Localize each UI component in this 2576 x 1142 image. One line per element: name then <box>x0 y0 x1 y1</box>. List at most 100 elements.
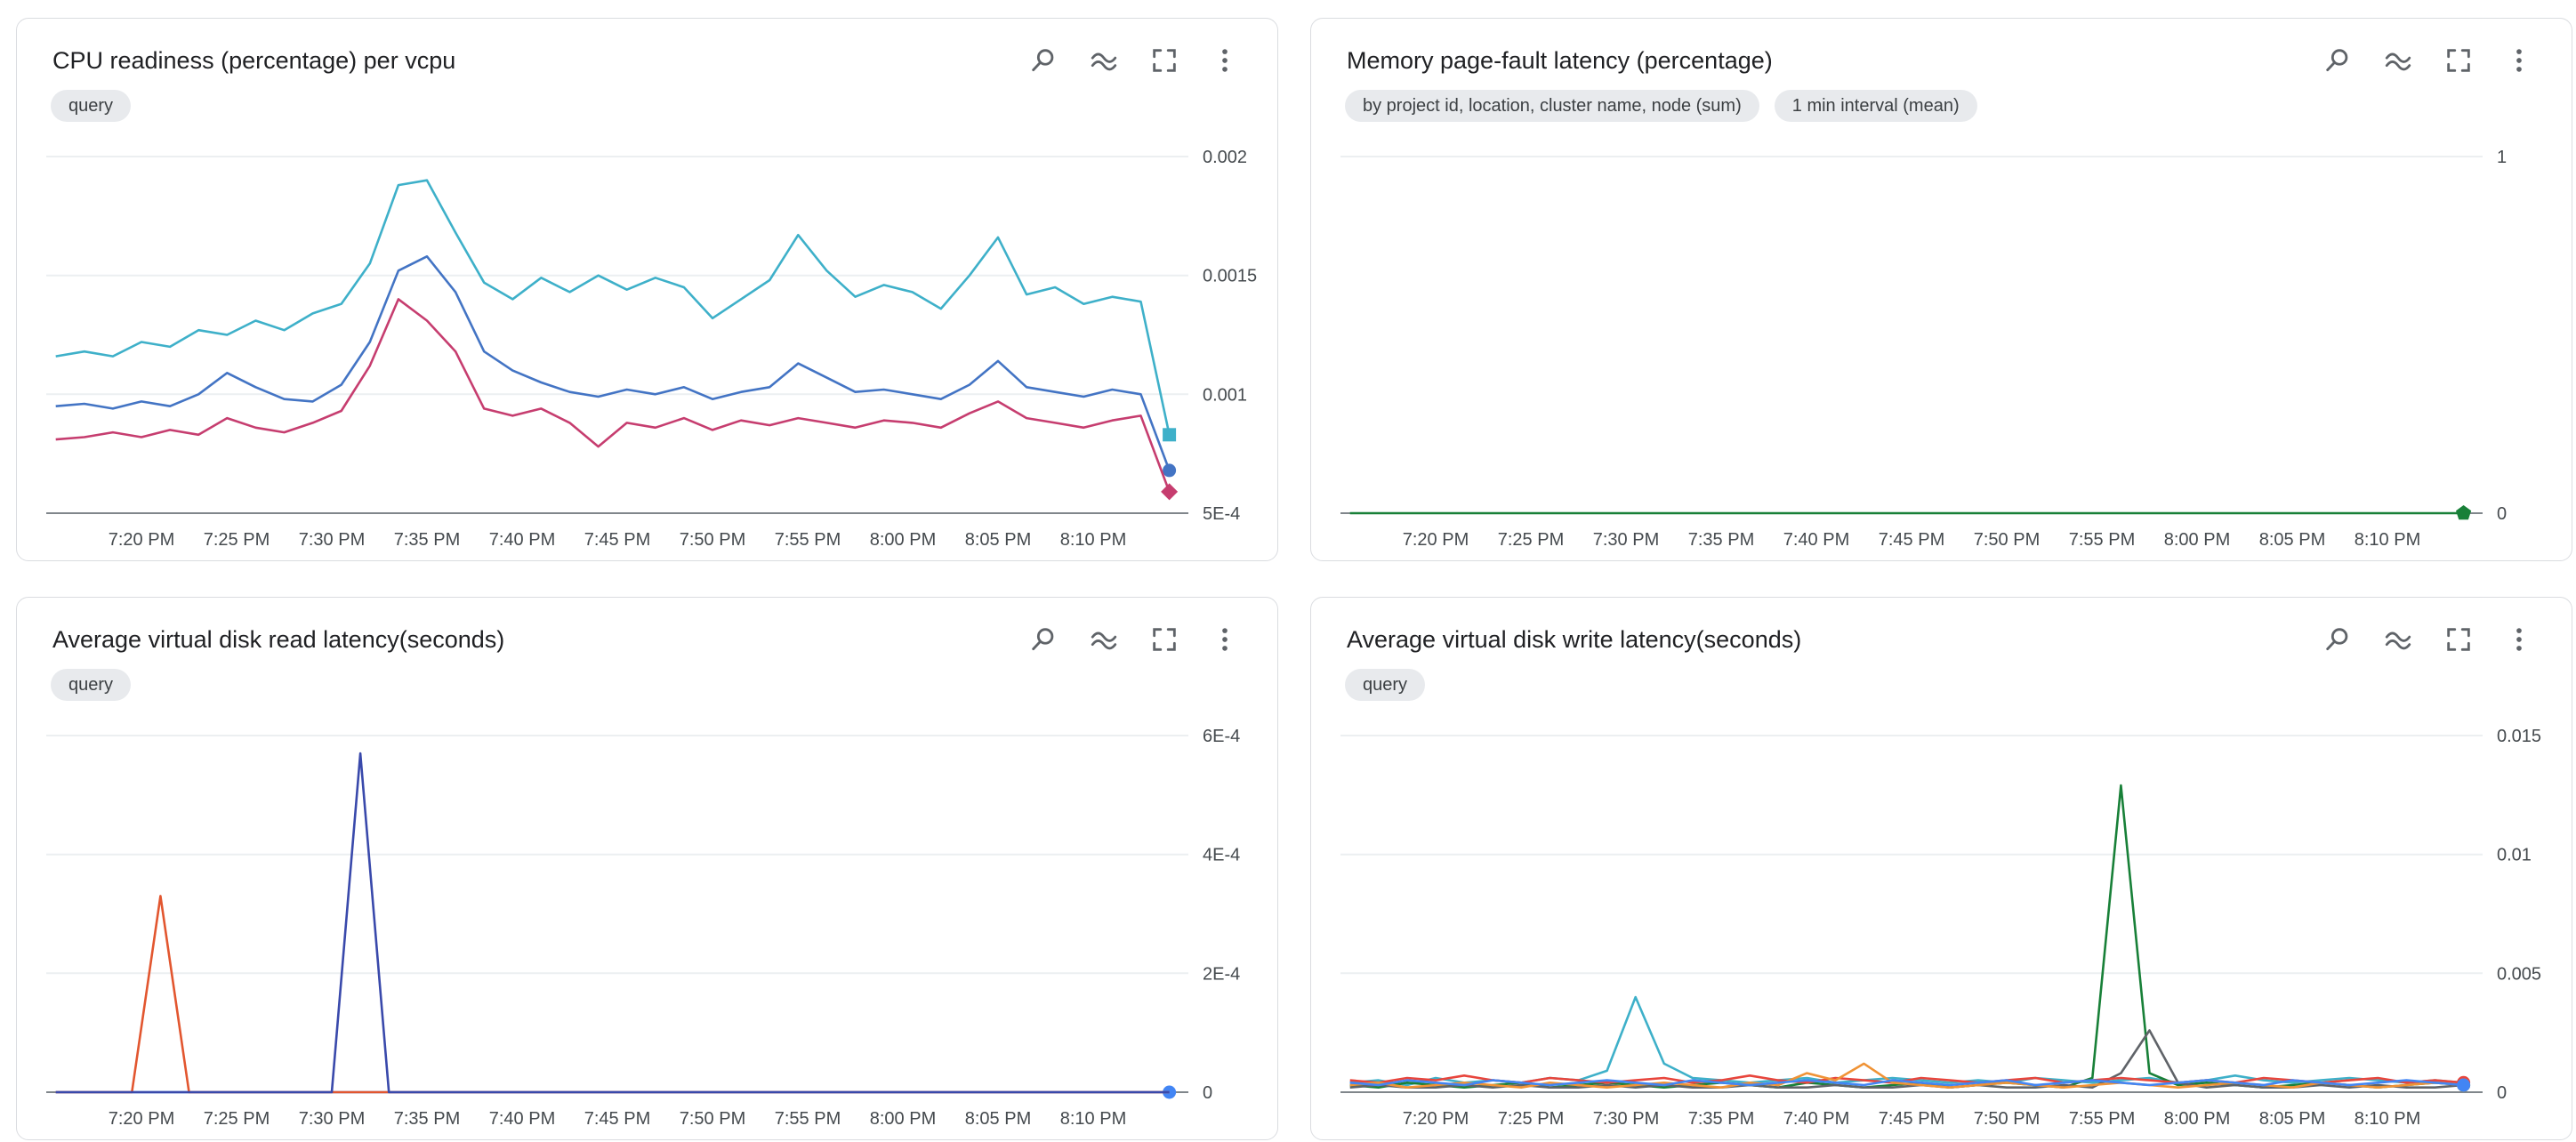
x-tick-label: 7:40 PM <box>1783 1109 1849 1129</box>
query-chip[interactable]: query <box>1345 669 1426 701</box>
fullscreen-icon[interactable] <box>2442 44 2475 77</box>
more-options-icon[interactable] <box>1208 623 1242 656</box>
query-magnifier-icon[interactable] <box>1026 623 1060 656</box>
chart-title: Average virtual disk read latency(second… <box>52 626 505 653</box>
y-tick-label: 0.0015 <box>1203 267 1257 286</box>
chip-row: query <box>1311 656 2572 701</box>
chart-options-waves-icon[interactable] <box>2381 44 2415 77</box>
interval-chip[interactable]: 1 min interval (mean) <box>1774 90 1977 122</box>
x-tick-label: 8:00 PM <box>2164 530 2230 550</box>
groupby-chip[interactable]: by project id, location, cluster name, n… <box>1345 90 1759 122</box>
x-tick-label: 7:35 PM <box>1688 1109 1754 1129</box>
y-tick-label: 1 <box>2497 148 2507 167</box>
x-tick-label: 7:30 PM <box>1593 530 1659 550</box>
x-tick-label: 7:50 PM <box>1974 1109 2040 1129</box>
x-tick-label: 7:25 PM <box>1498 1109 1564 1129</box>
y-tick-label: 2E-4 <box>1203 964 1240 984</box>
x-tick-label: 8:05 PM <box>965 1109 1031 1129</box>
fullscreen-icon[interactable] <box>1147 623 1181 656</box>
disk-read-latency-line-chart[interactable]: 6E-4 4E-4 2E-4 0 7:20 PM 7:25 PM 7:30 PM 7:35 P… <box>17 713 1279 1142</box>
series-line <box>1349 784 2464 1090</box>
query-magnifier-icon[interactable] <box>2321 44 2355 77</box>
chart-title: Average virtual disk write latency(secon… <box>1347 626 1802 653</box>
x-tick-label: 7:35 PM <box>394 1109 460 1129</box>
series-line <box>55 895 1170 1094</box>
series-line <box>1349 1079 2464 1087</box>
series-line <box>55 298 1171 493</box>
series-line <box>55 752 1170 1094</box>
chart-card-disk-write-latency: Average virtual disk write latency(secon… <box>1310 597 2572 1140</box>
x-tick-label: 8:00 PM <box>2164 1109 2230 1129</box>
x-tick-label: 7:25 PM <box>204 530 270 550</box>
query-magnifier-icon[interactable] <box>2321 623 2355 656</box>
chip-row: query <box>17 77 1277 122</box>
x-tick-label: 7:25 PM <box>1498 530 1564 550</box>
y-tick-label: 0.01 <box>2497 846 2532 865</box>
chip-row: query <box>17 656 1277 701</box>
x-tick-label: 8:05 PM <box>965 530 1031 550</box>
query-chip[interactable]: query <box>51 90 132 122</box>
disk-write-latency-line-chart[interactable]: 0.015 0.01 0.005 0 7:20 PM 7:25 PM 7:30 PM 7:35… <box>1311 713 2573 1142</box>
x-tick-label: 8:10 PM <box>1060 530 1126 550</box>
chart-toolbar <box>1026 44 1242 77</box>
more-options-icon[interactable] <box>2502 44 2536 77</box>
fullscreen-icon[interactable] <box>2442 623 2475 656</box>
memory-page-fault-line-chart[interactable]: 1 0 7:20 PM 7:25 PM 7:30 PM 7:35 PM 7:40 PM 7:4… <box>1311 134 2573 563</box>
chart-options-waves-icon[interactable] <box>1087 44 1121 77</box>
more-options-icon[interactable] <box>1208 44 1242 77</box>
x-tick-label: 7:20 PM <box>109 1109 174 1129</box>
series-line <box>1349 1029 2464 1090</box>
chart-title: CPU readiness (percentage) per vcpu <box>52 47 456 74</box>
query-chip[interactable]: query <box>51 669 132 701</box>
chart-area: 6E-4 4E-4 2E-4 0 7:20 PM 7:25 PM 7:30 PM 7:35 P… <box>17 713 1279 1142</box>
chip-row: by project id, location, cluster name, n… <box>1311 77 2572 122</box>
chart-toolbar <box>2321 44 2536 77</box>
y-tick-label: 0.005 <box>2497 964 2541 984</box>
y-tick-label: 0.015 <box>2497 727 2541 746</box>
card-header: Average virtual disk read latency(second… <box>17 598 1277 656</box>
x-tick-label: 7:20 PM <box>1403 530 1469 550</box>
more-options-icon[interactable] <box>2502 623 2536 656</box>
card-header: Memory page-fault latency (percentage) <box>1311 19 2572 77</box>
cpu-readiness-line-chart[interactable]: 0.002 0.0015 0.001 5E-4 7:20 PM 7:25 PM 7:30 P… <box>17 134 1279 563</box>
chart-card-memory-page-fault: Memory page-fault latency (percentage) b… <box>1310 18 2572 561</box>
chart-options-waves-icon[interactable] <box>2381 623 2415 656</box>
x-tick-label: 7:35 PM <box>394 530 460 550</box>
x-tick-label: 7:30 PM <box>1593 1109 1659 1129</box>
x-tick-label: 7:30 PM <box>299 530 365 550</box>
chart-title: Memory page-fault latency (percentage) <box>1347 47 1773 74</box>
x-tick-label: 7:45 PM <box>584 530 650 550</box>
y-tick-label: 0.001 <box>1203 385 1247 405</box>
x-tick-label: 8:05 PM <box>2259 530 2325 550</box>
y-tick-label: 4E-4 <box>1203 846 1240 865</box>
query-magnifier-icon[interactable] <box>1026 44 1060 77</box>
y-tick-label: 0.002 <box>1203 148 1247 167</box>
x-tick-label: 8:05 PM <box>2259 1109 2325 1129</box>
chart-area: 1 0 7:20 PM 7:25 PM 7:30 PM 7:35 PM 7:40 PM 7:4… <box>1311 134 2573 563</box>
y-tick-label: 0 <box>2497 504 2507 524</box>
y-tick-label: 6E-4 <box>1203 727 1240 746</box>
x-tick-label: 7:20 PM <box>1403 1109 1469 1129</box>
x-tick-label: 8:00 PM <box>870 1109 936 1129</box>
x-tick-label: 7:25 PM <box>204 1109 270 1129</box>
fullscreen-icon[interactable] <box>1147 44 1181 77</box>
chart-options-waves-icon[interactable] <box>1087 623 1121 656</box>
x-tick-label: 8:10 PM <box>2355 1109 2420 1129</box>
x-tick-label: 7:55 PM <box>775 1109 841 1129</box>
series-line <box>1349 995 2464 1087</box>
x-tick-label: 7:50 PM <box>1974 530 2040 550</box>
chart-card-cpu-readiness: CPU readiness (percentage) per vcpu quer… <box>16 18 1278 561</box>
chart-area: 0.015 0.01 0.005 0 7:20 PM 7:25 PM 7:30 PM 7:35… <box>1311 713 2573 1142</box>
x-tick-label: 7:50 PM <box>680 1109 745 1129</box>
x-tick-label: 8:10 PM <box>2355 530 2420 550</box>
x-tick-label: 7:40 PM <box>489 1109 555 1129</box>
x-tick-label: 7:40 PM <box>1783 530 1849 550</box>
series-line <box>55 255 1171 471</box>
chart-area: 0.002 0.0015 0.001 5E-4 7:20 PM 7:25 PM 7:30 P… <box>17 134 1279 563</box>
x-tick-label: 7:50 PM <box>680 530 745 550</box>
y-tick-label: 0 <box>2497 1083 2507 1103</box>
x-tick-label: 8:00 PM <box>870 530 936 550</box>
series-end-marker <box>1161 483 1179 501</box>
x-tick-label: 7:55 PM <box>775 530 841 550</box>
